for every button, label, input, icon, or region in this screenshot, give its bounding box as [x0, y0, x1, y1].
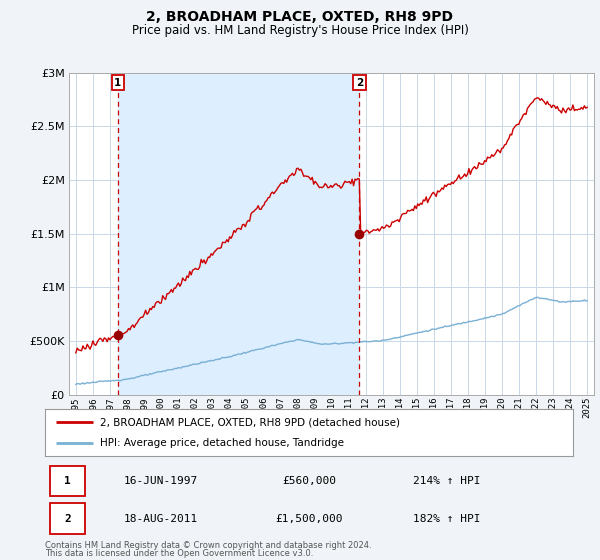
Text: 18-AUG-2011: 18-AUG-2011: [124, 514, 198, 524]
Text: 2, BROADHAM PLACE, OXTED, RH8 9PD (detached house): 2, BROADHAM PLACE, OXTED, RH8 9PD (detac…: [100, 417, 400, 427]
Text: £560,000: £560,000: [282, 476, 336, 486]
Text: 1: 1: [64, 476, 71, 486]
Text: 214% ↑ HPI: 214% ↑ HPI: [413, 476, 480, 486]
Text: HPI: Average price, detached house, Tandridge: HPI: Average price, detached house, Tand…: [100, 438, 344, 448]
Text: 2: 2: [64, 514, 71, 524]
Bar: [118, 73, 359, 395]
Text: Contains HM Land Registry data © Crown copyright and database right 2024.: Contains HM Land Registry data © Crown c…: [45, 541, 371, 550]
Text: 1: 1: [114, 78, 121, 87]
Text: £1,500,000: £1,500,000: [275, 514, 343, 524]
Text: 2: 2: [356, 78, 363, 87]
Text: 16-JUN-1997: 16-JUN-1997: [124, 476, 198, 486]
FancyBboxPatch shape: [50, 466, 85, 496]
Text: This data is licensed under the Open Government Licence v3.0.: This data is licensed under the Open Gov…: [45, 549, 313, 558]
Text: 2, BROADHAM PLACE, OXTED, RH8 9PD: 2, BROADHAM PLACE, OXTED, RH8 9PD: [146, 10, 454, 24]
FancyBboxPatch shape: [50, 503, 85, 534]
Text: 182% ↑ HPI: 182% ↑ HPI: [413, 514, 480, 524]
Text: Price paid vs. HM Land Registry's House Price Index (HPI): Price paid vs. HM Land Registry's House …: [131, 24, 469, 36]
